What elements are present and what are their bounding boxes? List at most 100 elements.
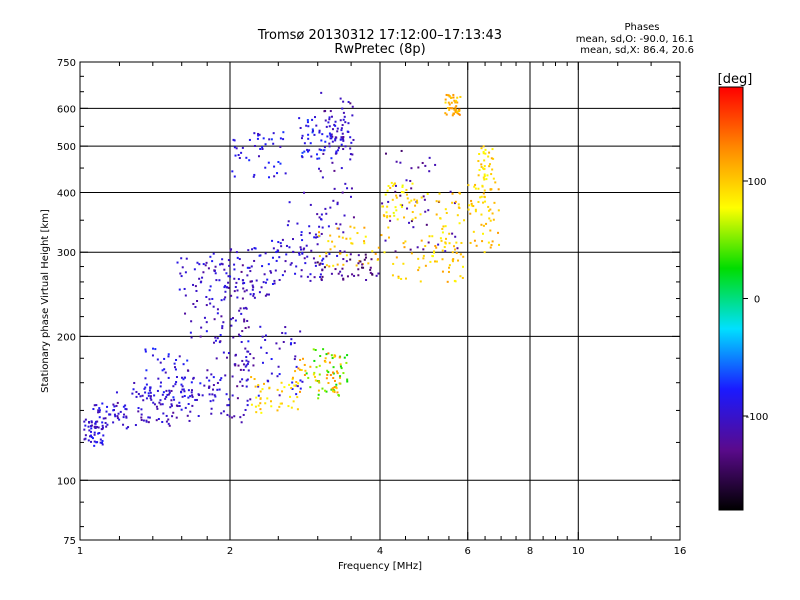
data-point <box>328 142 331 145</box>
data-point <box>253 132 256 135</box>
data-point <box>386 205 389 208</box>
data-point <box>84 434 87 437</box>
data-point <box>281 390 284 393</box>
data-point <box>467 184 470 187</box>
data-point <box>164 371 167 374</box>
data-point <box>339 223 342 226</box>
data-point <box>149 386 152 389</box>
data-point <box>334 139 337 142</box>
data-point <box>462 265 465 268</box>
data-point <box>101 439 104 442</box>
data-point <box>331 390 334 393</box>
data-point <box>251 284 254 287</box>
data-point <box>497 188 500 191</box>
data-point <box>440 239 443 242</box>
data-point <box>105 425 108 428</box>
data-point <box>216 312 219 315</box>
data-point <box>318 381 321 384</box>
data-point <box>156 389 159 392</box>
data-point <box>338 356 341 359</box>
data-point <box>477 174 480 177</box>
data-point <box>313 133 316 136</box>
data-point <box>213 318 216 321</box>
data-point <box>90 424 93 427</box>
data-point <box>300 231 303 234</box>
data-point <box>272 132 275 135</box>
data-point <box>295 381 298 384</box>
data-point <box>446 94 449 97</box>
data-point <box>483 173 486 176</box>
data-point <box>158 401 161 404</box>
data-point <box>451 251 454 254</box>
data-point <box>296 222 299 225</box>
data-point <box>125 416 128 419</box>
data-point <box>281 274 284 277</box>
data-point <box>312 373 315 376</box>
data-point <box>454 109 457 112</box>
data-point <box>458 108 461 111</box>
data-point <box>227 404 230 407</box>
data-point <box>89 434 92 437</box>
data-point <box>335 386 338 389</box>
data-point <box>325 252 328 255</box>
data-point <box>417 269 420 272</box>
data-point <box>281 331 284 334</box>
data-point <box>322 152 325 155</box>
data-point <box>483 195 486 198</box>
data-point <box>318 157 321 160</box>
data-point <box>194 305 197 308</box>
data-point <box>328 116 331 119</box>
data-point <box>239 416 242 419</box>
data-point <box>264 294 267 297</box>
data-point <box>324 207 327 210</box>
data-point <box>285 253 288 256</box>
data-point <box>448 266 451 269</box>
data-point <box>205 304 208 307</box>
data-point <box>264 338 267 341</box>
data-point <box>180 391 183 394</box>
data-point <box>93 433 96 436</box>
data-point <box>288 201 291 204</box>
data-point <box>90 436 93 439</box>
data-point <box>182 378 185 381</box>
data-point <box>416 246 419 249</box>
data-point <box>477 187 480 190</box>
data-point <box>157 377 160 380</box>
data-point <box>328 252 331 255</box>
data-point <box>335 383 338 386</box>
data-point <box>491 240 494 243</box>
data-point <box>401 185 404 188</box>
data-point <box>349 253 352 256</box>
data-point <box>325 353 328 356</box>
data-point <box>167 376 170 379</box>
data-point <box>192 302 195 305</box>
data-point <box>444 208 447 211</box>
data-point <box>184 376 187 379</box>
data-point <box>457 259 460 262</box>
data-point <box>455 108 458 111</box>
data-point <box>91 437 94 440</box>
data-point <box>483 189 486 192</box>
data-point <box>194 398 197 401</box>
data-point <box>268 387 271 390</box>
data-point <box>117 412 120 415</box>
data-point <box>246 362 249 365</box>
data-point <box>288 383 291 386</box>
data-point <box>380 234 383 237</box>
data-point <box>246 404 249 407</box>
data-point <box>363 240 366 243</box>
data-point <box>462 255 465 258</box>
data-point <box>208 379 211 382</box>
data-point <box>219 333 222 336</box>
data-point <box>259 147 262 150</box>
data-point <box>482 201 485 204</box>
data-point <box>419 213 422 216</box>
data-point <box>469 212 472 215</box>
data-point <box>266 293 269 296</box>
data-point <box>198 394 201 397</box>
data-point <box>214 339 217 342</box>
data-point <box>301 134 304 137</box>
data-point <box>401 184 404 187</box>
data-point <box>190 389 193 392</box>
x-tick-label: 2 <box>227 546 233 557</box>
